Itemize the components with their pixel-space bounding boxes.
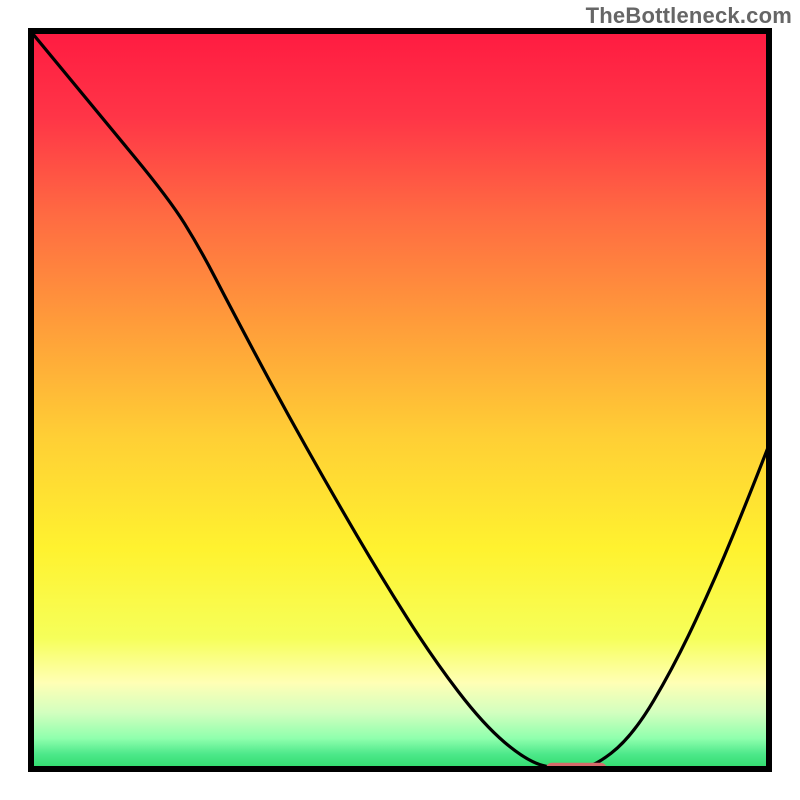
bottleneck-chart xyxy=(0,0,800,800)
plot-background xyxy=(28,28,772,772)
watermark-text: TheBottleneck.com xyxy=(586,3,792,29)
